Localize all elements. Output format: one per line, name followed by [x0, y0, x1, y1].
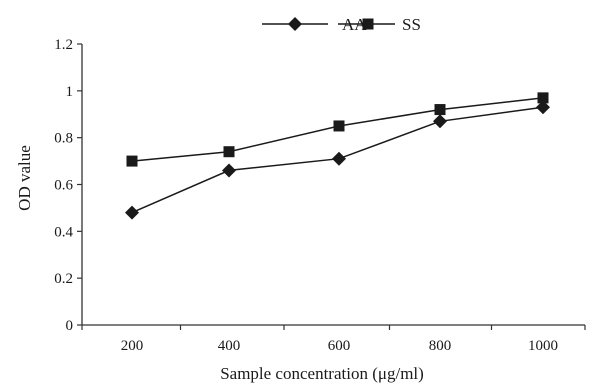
data-point-aa — [332, 151, 346, 166]
series-ss — [126, 92, 549, 167]
x-tick-label: 400 — [218, 338, 241, 354]
data-point-aa — [433, 114, 447, 129]
data-point-ss — [333, 120, 345, 132]
series-layer — [125, 92, 550, 220]
y-tick-label: 0 — [66, 318, 74, 334]
series-aa — [125, 100, 550, 220]
data-point-ss — [434, 104, 446, 116]
x-tick-label: 800 — [429, 338, 452, 354]
data-point-ss — [223, 146, 235, 158]
data-point-aa — [536, 100, 550, 115]
y-tick-label: 0.2 — [54, 271, 73, 287]
x-axis-title: Sample concentration (μg/ml) — [220, 364, 424, 383]
legend-marker — [288, 17, 302, 31]
y-tick-label: 0.4 — [54, 224, 73, 240]
data-point-aa — [222, 163, 236, 178]
legend-label: SS — [402, 15, 421, 34]
x-tick-label: 600 — [328, 338, 351, 354]
data-point-ss — [126, 155, 138, 167]
x-tick-label: 200 — [121, 338, 144, 354]
y-axis-title: OD value — [15, 145, 34, 211]
legend: AA SS — [262, 15, 421, 34]
x-tick-label: 1000 — [528, 338, 558, 354]
data-point-aa — [125, 205, 139, 220]
y-tick-label: 0.6 — [54, 178, 73, 194]
legend-marker — [362, 18, 374, 30]
axes: 0 0.2 0.4 0.6 0.8 1 1.2 200 400 600 800 1000 — [54, 37, 586, 354]
data-point-ss — [537, 92, 549, 104]
legend-item-ss: SS — [338, 15, 421, 34]
y-tick-label: 1.2 — [54, 37, 73, 53]
y-tick-label: 1 — [66, 84, 74, 100]
y-tick-label: 0.8 — [54, 131, 73, 147]
